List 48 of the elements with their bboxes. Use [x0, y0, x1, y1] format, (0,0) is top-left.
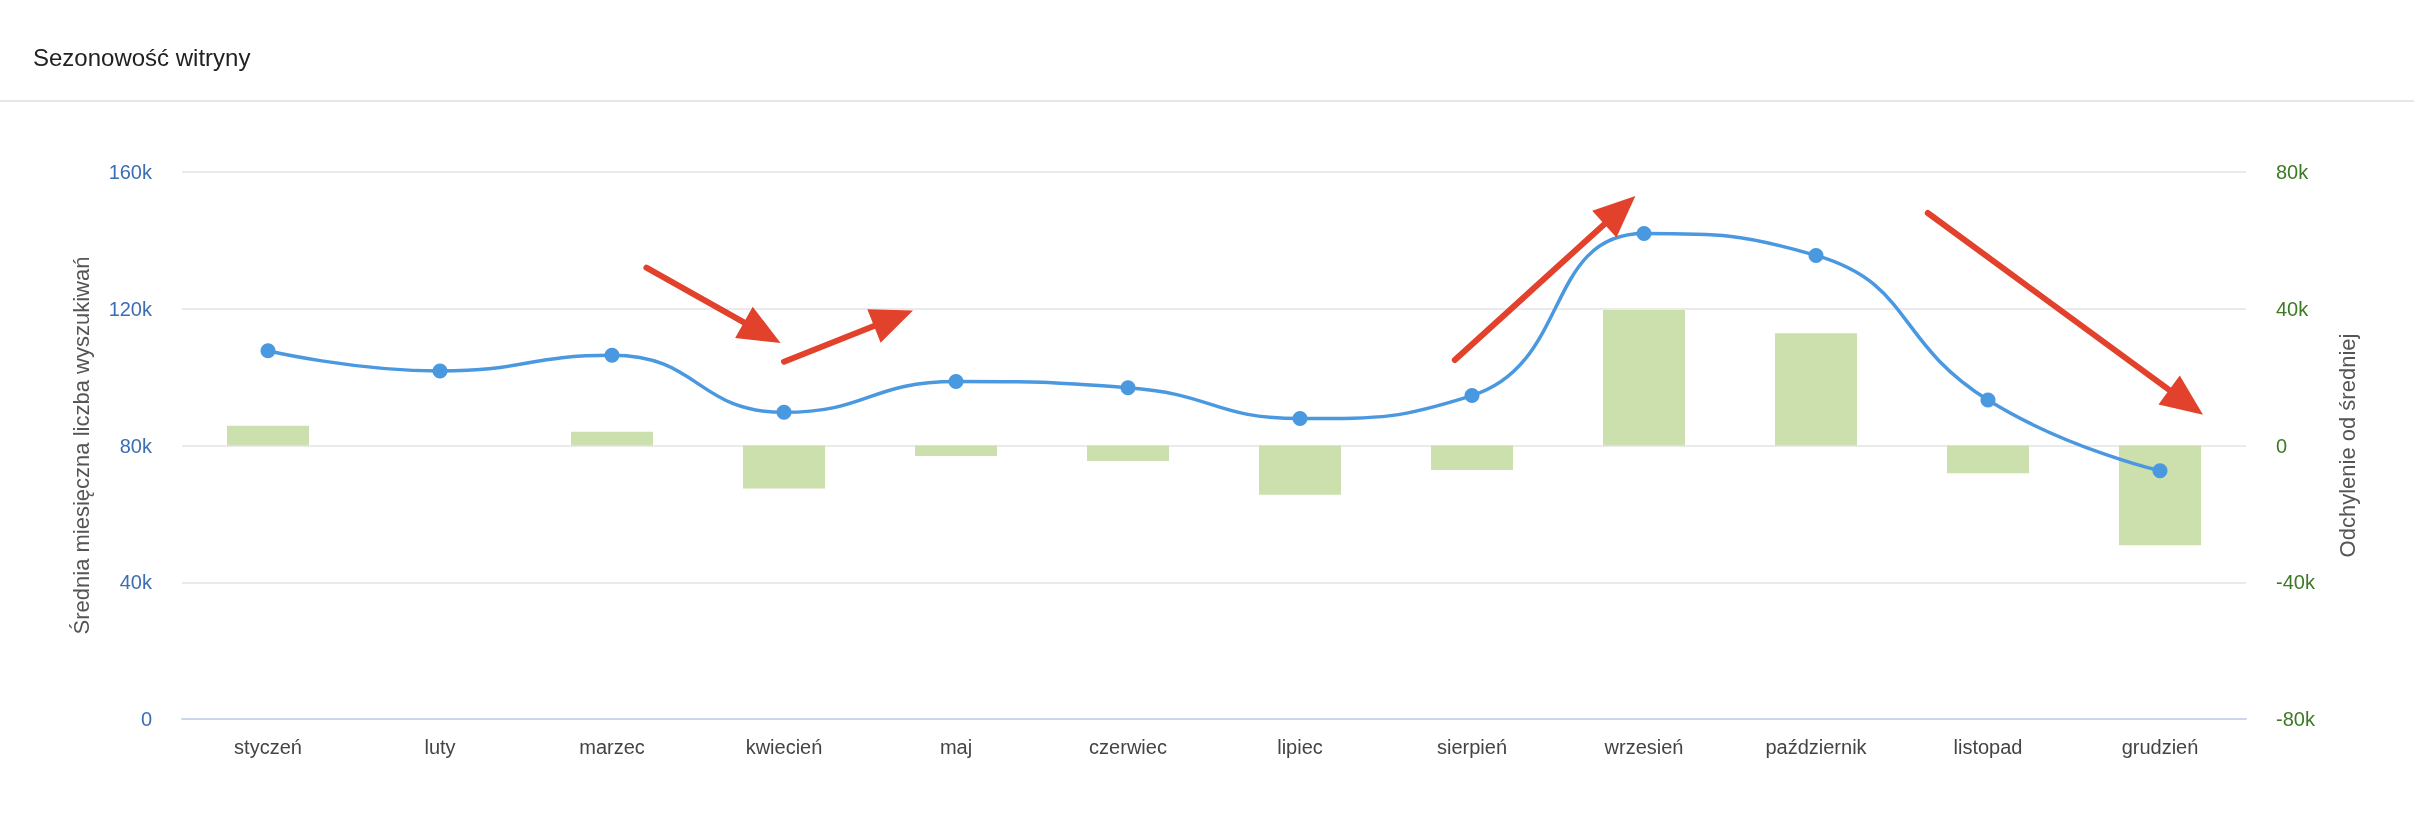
- x-tick-label: listopad: [1953, 736, 2023, 758]
- point: [948, 374, 964, 390]
- bar: [743, 445, 825, 489]
- point: [1464, 388, 1480, 404]
- x-tick-label: czerwiec: [1089, 736, 1167, 758]
- point: [2152, 463, 2168, 479]
- bar: [1087, 445, 1169, 461]
- bar: [1259, 445, 1341, 495]
- point: [1120, 380, 1136, 396]
- y-tick-label: 40k: [119, 571, 153, 594]
- y2-tick-label: -80k: [2276, 708, 2316, 730]
- chart-title: Sezonowość witryny: [33, 43, 251, 71]
- point: [776, 404, 792, 420]
- x-tick-label: październik: [1765, 736, 1868, 758]
- x-tick-label: lipiec: [1277, 736, 1323, 758]
- y-tick-label: 80k: [119, 434, 153, 457]
- point: [1808, 247, 1824, 263]
- bar: [1431, 445, 1513, 471]
- bar: [2119, 445, 2201, 546]
- y-tick-label: 120k: [108, 297, 153, 320]
- y2-tick-label: 40k: [2276, 297, 2310, 320]
- x-tick-label: wrzesień: [1603, 736, 1684, 758]
- x-tick-label: styczeń: [234, 736, 302, 758]
- point: [1292, 411, 1308, 426]
- bar: [915, 445, 997, 457]
- y-axis-title: Średnia miesięczna liczba wyszukiwań: [68, 256, 94, 635]
- y2-tick-label: 80k: [2276, 161, 2310, 183]
- bar: [571, 431, 653, 446]
- bar: [1603, 310, 1685, 446]
- point: [604, 347, 620, 363]
- x-tick-label: luty: [424, 736, 456, 758]
- y-tick-label: 160k: [108, 161, 153, 183]
- x-tick-label: maj: [939, 736, 973, 758]
- bar: [227, 425, 309, 446]
- x-tick-label: sierpień: [1436, 736, 1508, 758]
- x-tick-label: grudzień: [2121, 736, 2199, 758]
- point: [1636, 226, 1652, 242]
- x-tick-label: marzec: [579, 736, 645, 758]
- y2-axis-title: Odchylenie od średniej: [2334, 333, 2360, 558]
- y-tick-label: 0: [140, 708, 152, 730]
- y2-tick-label: 0: [2276, 434, 2288, 457]
- x-tick-label: kwiecień: [745, 736, 823, 758]
- bar: [1775, 333, 1857, 446]
- point: [1980, 392, 1996, 408]
- point: [432, 363, 448, 379]
- bar: [1947, 445, 2029, 474]
- y2-tick-label: -40k: [2276, 571, 2316, 594]
- point: [260, 343, 276, 359]
